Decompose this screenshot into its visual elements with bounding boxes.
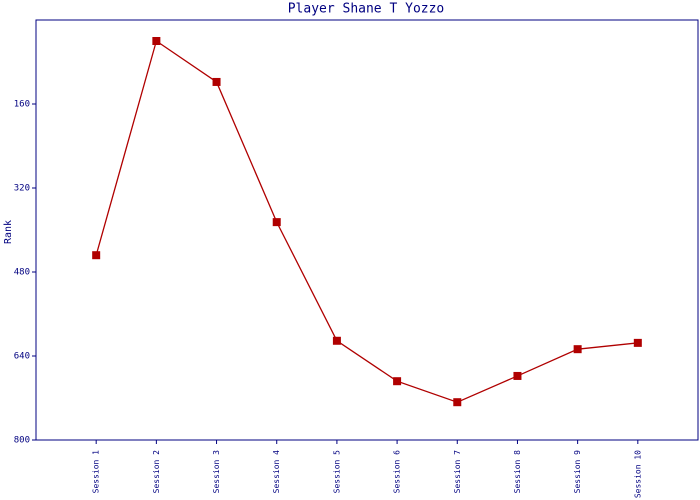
x-tick-label: Session 4	[272, 450, 281, 494]
x-tick-label: Session 9	[573, 450, 582, 494]
data-point	[272, 218, 281, 227]
x-tick-label: Session 1	[92, 450, 101, 494]
x-tick-label: Session 6	[393, 450, 402, 494]
y-axis-label: Rank	[3, 220, 14, 244]
data-point	[212, 77, 221, 86]
data-point	[633, 338, 642, 347]
x-tick-label: Session 7	[453, 450, 462, 494]
y-tick-label: 480	[14, 268, 30, 278]
x-tick-label: Session 2	[152, 450, 161, 494]
x-tick-label: Session 5	[332, 450, 341, 494]
y-tick-label: 160	[14, 100, 30, 110]
x-tick-label: Session 8	[513, 450, 522, 494]
data-point	[332, 336, 341, 345]
data-point	[513, 371, 522, 380]
plot-frame	[35, 19, 699, 441]
chart-title: Player Shane T Yozzo	[288, 2, 445, 17]
data-line	[95, 39, 638, 403]
data-point	[573, 345, 582, 354]
data-point	[92, 251, 101, 260]
y-tick-label: 800	[14, 436, 30, 446]
x-tick-label: Session 10	[633, 450, 642, 498]
x-tick-label: Session 3	[212, 450, 221, 494]
data-point	[393, 377, 402, 386]
y-tick-label: 640	[14, 352, 30, 362]
data-point	[453, 398, 462, 407]
data-point	[152, 37, 161, 45]
y-tick-label: 320	[14, 184, 30, 194]
